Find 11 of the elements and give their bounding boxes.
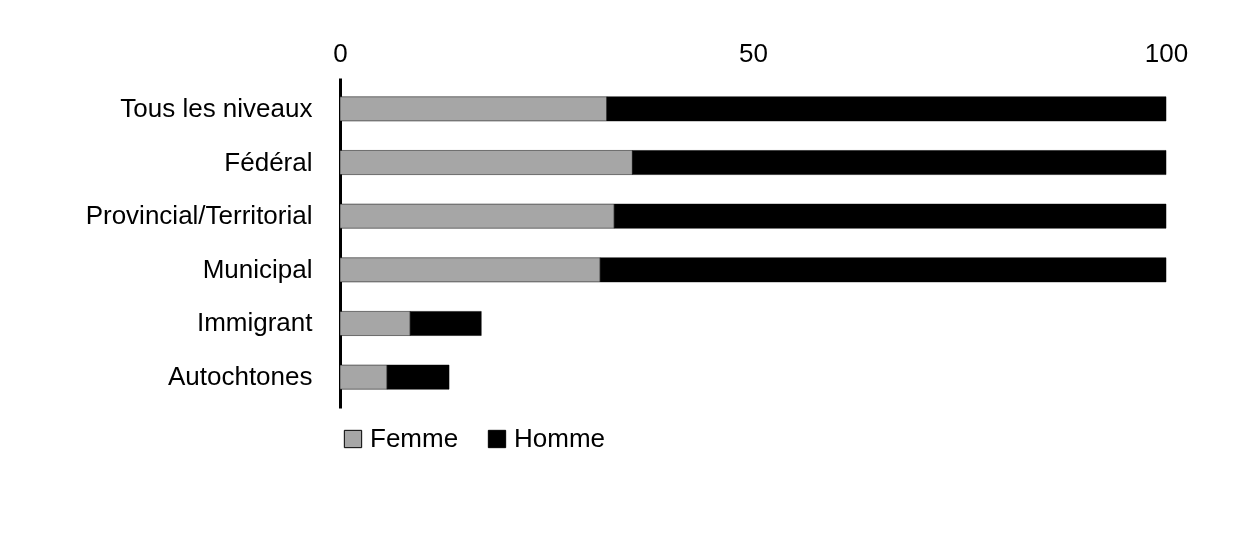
y-tick-label: Fédéral: [224, 146, 313, 177]
y-tick-label: Immigrant: [196, 307, 314, 338]
x-tick-label: 100: [1144, 37, 1189, 68]
legend-label: Homme: [514, 423, 606, 453]
y-tick-label: Autochtones: [167, 361, 313, 392]
y-tick-label: Tous les niveaux: [120, 92, 313, 123]
x-tick-label: 0: [333, 37, 348, 68]
y-tick-label: Municipal: [202, 253, 313, 284]
x-tick-label: 50: [739, 37, 768, 68]
legend-label: Femme: [370, 423, 459, 453]
y-tick-label: Provincial/Territorial: [85, 200, 313, 231]
